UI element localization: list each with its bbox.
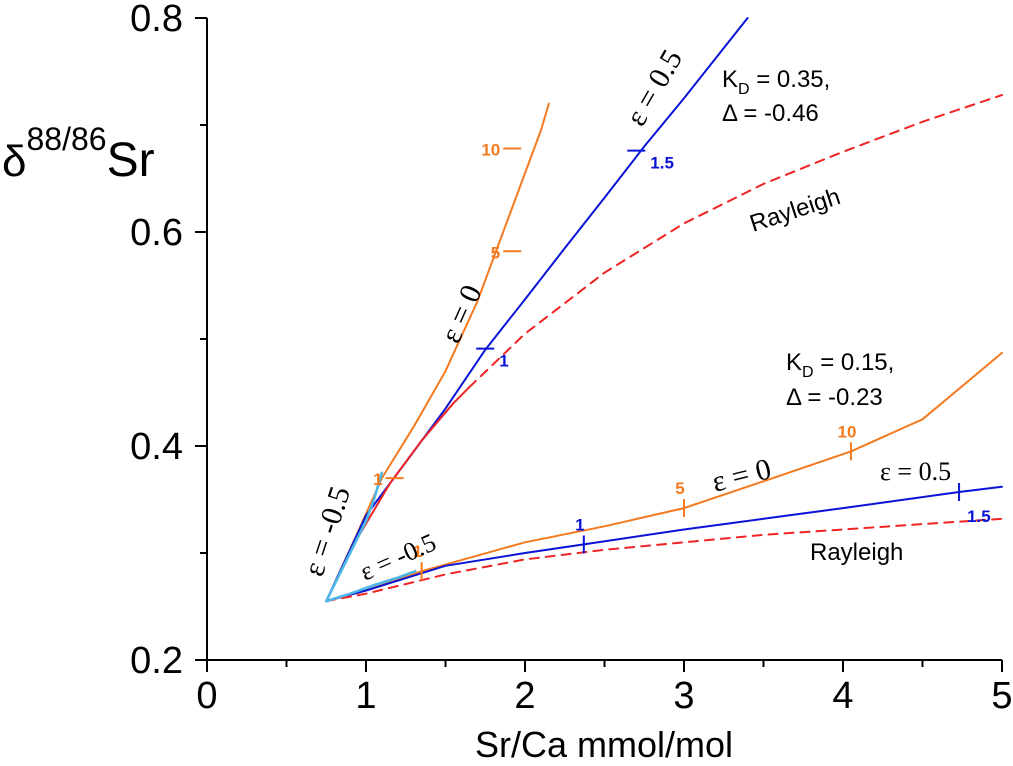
curve-epsneg-kd035 — [324, 471, 384, 603]
markers: 10 5 1 1.5 1 1 5 10 1 1.5 — [373, 141, 991, 581]
x-tick-label: 1 — [355, 675, 376, 717]
kd-low-k: K — [786, 349, 802, 376]
eps-05-high-label: ε = 0.5 — [619, 44, 689, 132]
marker-label: 5 — [675, 479, 684, 498]
eps-0-low-label: ε = 0 — [709, 452, 775, 498]
y-tick-label: 0.8 — [130, 0, 183, 40]
y-tick-label: 0.4 — [130, 426, 183, 468]
marker-label: 1 — [413, 542, 422, 561]
y-axis-label-delta: δ — [2, 137, 27, 186]
y-tick-label: 0.2 — [130, 640, 183, 682]
marker-label: 1 — [373, 470, 382, 489]
kd-high-sub: D — [738, 81, 750, 98]
marker-label: 10 — [837, 422, 856, 441]
marker-label: 1 — [575, 515, 584, 534]
kd-high-value: = 0.35, — [750, 66, 831, 93]
x-tick-label: 0 — [196, 675, 217, 717]
curves — [324, 17, 1003, 603]
delta-low-label: Δ = -0.23 — [786, 384, 883, 411]
curve-rayleigh-kd015 — [325, 517, 1003, 603]
y-axis-label-base: Sr — [107, 134, 155, 187]
axes: 0 1 2 3 4 5 0.2 0.4 0.6 0.8 — [130, 0, 1012, 717]
marker-label: 1.5 — [650, 154, 674, 173]
marker-label: 1.5 — [967, 507, 991, 526]
x-tick-label: 3 — [673, 675, 694, 717]
curve-rayleigh-kd035 — [468, 94, 1003, 389]
eps-neg-high-label: ε = -0.5 — [297, 482, 357, 580]
y-tick-label: 0.6 — [130, 212, 183, 254]
x-tick-label: 5 — [991, 675, 1012, 717]
rayleigh-low-label: Rayleigh — [810, 539, 903, 566]
eps-05-low-label: ε = 0.5 — [880, 457, 951, 486]
kd-low-sub: D — [802, 364, 814, 381]
kd-high-k: K — [722, 66, 738, 93]
kd-high-label: KD = 0.35, — [722, 66, 830, 98]
y-axis-label: δ88/86Sr — [2, 121, 155, 187]
kd-low-value: = 0.15, — [814, 349, 895, 376]
marker-label: 1 — [499, 352, 508, 371]
curve-epsneg-kd015 — [324, 569, 417, 603]
x-tick-label: 2 — [514, 675, 535, 717]
curve-eps0-kd035 — [325, 102, 550, 603]
rayleigh-high-label: Rayleigh — [747, 183, 844, 238]
marker-label: 5 — [491, 243, 500, 262]
x-axis-label: Sr/Ca mmol/mol — [475, 724, 733, 765]
delta-high-label: Δ = -0.46 — [722, 100, 819, 127]
kd-low-label: KD = 0.15, — [786, 349, 894, 381]
marker-label: 10 — [481, 141, 500, 160]
y-axis-label-superscript: 88/86 — [27, 121, 107, 157]
curve-eps05-kd015 — [325, 485, 1003, 603]
eps-0-high-label: ε = 0 — [434, 280, 488, 348]
x-tick-label: 4 — [832, 675, 853, 717]
